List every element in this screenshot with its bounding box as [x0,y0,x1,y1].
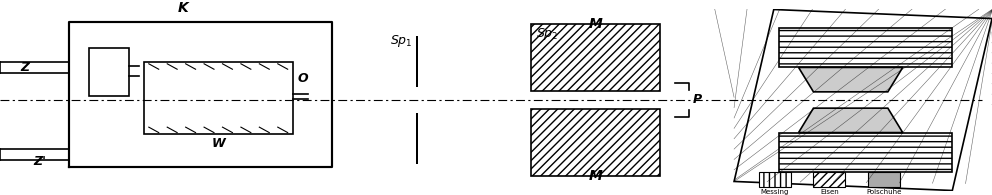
Text: M: M [588,17,602,31]
Text: M: M [588,169,602,183]
Text: W: W [211,137,225,150]
Text: Polschuhe: Polschuhe [866,189,902,195]
Bar [89,48,129,96]
Text: Z: Z [20,61,30,74]
Text: $Sp_1$: $Sp_1$ [391,33,413,49]
Polygon shape [799,67,903,92]
Bar [779,28,952,67]
Text: P: P [692,93,701,106]
Bar [759,172,791,187]
Bar [531,24,660,91]
Bar [813,172,845,187]
Bar [779,133,952,172]
Bar [868,172,900,187]
Text: Eisen: Eisen [820,189,838,195]
Text: K: K [179,1,188,15]
Text: Z': Z' [33,155,47,168]
Polygon shape [734,10,992,191]
Text: $Sp_2$: $Sp_2$ [536,26,558,42]
Bar [531,109,660,176]
Text: O: O [298,72,308,85]
Polygon shape [799,108,903,133]
Text: Messing: Messing [761,189,789,195]
Bar [144,62,293,134]
